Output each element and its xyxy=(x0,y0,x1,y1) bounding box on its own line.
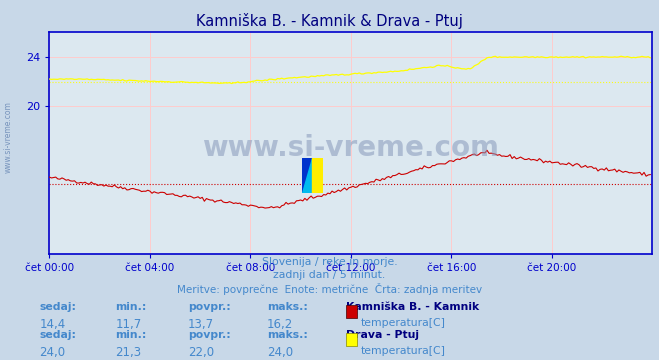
Text: www.si-vreme.com: www.si-vreme.com xyxy=(202,134,500,162)
Polygon shape xyxy=(302,158,312,193)
Text: povpr.:: povpr.: xyxy=(188,302,231,312)
Text: maks.:: maks.: xyxy=(267,330,308,341)
Text: povpr.:: povpr.: xyxy=(188,330,231,341)
Text: 22,0: 22,0 xyxy=(188,346,214,359)
Text: 14,4: 14,4 xyxy=(40,318,66,330)
Polygon shape xyxy=(312,158,323,193)
Text: zadnji dan / 5 minut.: zadnji dan / 5 minut. xyxy=(273,270,386,280)
Text: sedaj:: sedaj: xyxy=(40,330,76,341)
Text: 11,7: 11,7 xyxy=(115,318,142,330)
Text: 13,7: 13,7 xyxy=(188,318,214,330)
Polygon shape xyxy=(302,158,312,193)
Text: min.:: min.: xyxy=(115,302,147,312)
Text: Kamniška B. - Kamnik & Drava - Ptuj: Kamniška B. - Kamnik & Drava - Ptuj xyxy=(196,13,463,28)
Text: 21,3: 21,3 xyxy=(115,346,142,359)
Text: maks.:: maks.: xyxy=(267,302,308,312)
Text: min.:: min.: xyxy=(115,330,147,341)
Text: temperatura[C]: temperatura[C] xyxy=(360,318,445,328)
Text: Slovenija / reke in morje.: Slovenija / reke in morje. xyxy=(262,257,397,267)
Text: www.si-vreme.com: www.si-vreme.com xyxy=(3,101,13,173)
Text: temperatura[C]: temperatura[C] xyxy=(360,346,445,356)
Text: 24,0: 24,0 xyxy=(40,346,66,359)
Text: Drava - Ptuj: Drava - Ptuj xyxy=(346,330,419,341)
Text: 24,0: 24,0 xyxy=(267,346,293,359)
Polygon shape xyxy=(312,158,323,193)
Text: Meritve: povprečne  Enote: metrične  Črta: zadnja meritev: Meritve: povprečne Enote: metrične Črta:… xyxy=(177,283,482,294)
Text: sedaj:: sedaj: xyxy=(40,302,76,312)
Text: Kamniška B. - Kamnik: Kamniška B. - Kamnik xyxy=(346,302,479,312)
Text: 16,2: 16,2 xyxy=(267,318,293,330)
